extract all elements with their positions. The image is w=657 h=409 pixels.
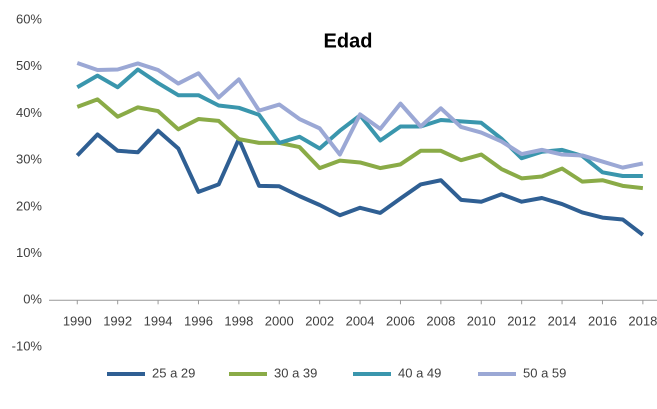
series-line	[76, 61, 644, 170]
legend-label: 50 a 59	[523, 365, 566, 380]
series-line	[75, 128, 645, 237]
y-tick-label: 10%	[16, 245, 42, 260]
series-line	[76, 97, 644, 191]
x-tick-label: 1992	[103, 314, 132, 329]
y-tick-label: -10%	[12, 338, 43, 353]
y-tick-label: 60%	[16, 11, 42, 26]
x-tick-label: 1998	[224, 314, 253, 329]
x-tick-label: 1990	[63, 314, 92, 329]
x-tick-label: 2016	[588, 314, 617, 329]
x-tick-label: 1994	[144, 314, 173, 329]
x-tick-label: 1996	[184, 314, 213, 329]
x-tick-label: 2012	[507, 314, 536, 329]
x-tick-label: 2014	[548, 314, 577, 329]
legend-label: 40 a 49	[398, 365, 441, 380]
y-tick-label: 0%	[23, 292, 42, 307]
y-tick-label: 50%	[16, 58, 42, 73]
y-tick-label: 40%	[16, 105, 42, 120]
y-tick-label: 30%	[16, 152, 42, 167]
x-tick-label: 2010	[467, 314, 496, 329]
x-tick-label: 2008	[426, 314, 455, 329]
x-tick-label: 2006	[386, 314, 415, 329]
x-tick-label: 2002	[305, 314, 334, 329]
chart-title: Edad	[324, 30, 373, 52]
y-tick-label: 20%	[16, 198, 42, 213]
legend-label: 25 a 29	[152, 365, 195, 380]
x-tick-label: 2004	[346, 314, 375, 329]
legend-label: 30 a 39	[274, 365, 317, 380]
x-tick-label: 2000	[265, 314, 294, 329]
x-tick-label: 2018	[628, 314, 657, 329]
series-line	[76, 67, 643, 179]
